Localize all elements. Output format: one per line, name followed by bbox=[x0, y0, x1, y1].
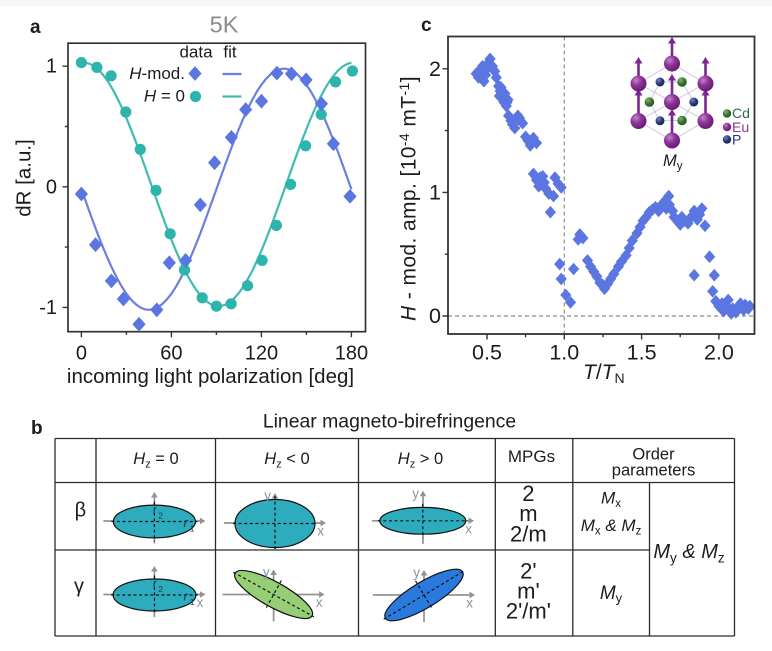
svg-text:y: y bbox=[413, 565, 420, 580]
svg-text:1: 1 bbox=[46, 56, 57, 78]
svg-text:Hz = 0: Hz = 0 bbox=[133, 450, 178, 471]
svg-text:120: 120 bbox=[245, 343, 278, 365]
svg-text:0.5: 0.5 bbox=[472, 341, 502, 365]
svg-text:2: 2 bbox=[158, 584, 163, 594]
svg-text:180: 180 bbox=[335, 343, 368, 365]
svg-text:c: c bbox=[421, 15, 432, 36]
svg-text:My & Mz: My & Mz bbox=[653, 541, 725, 566]
svg-text:x: x bbox=[466, 596, 473, 611]
svg-text:2: 2 bbox=[522, 481, 534, 506]
svg-text:0: 0 bbox=[429, 304, 441, 328]
svg-text:Eu: Eu bbox=[732, 119, 749, 135]
svg-text:2: 2 bbox=[158, 511, 163, 521]
svg-text:Linear magneto-birefringence: Linear magneto-birefringence bbox=[263, 411, 516, 433]
svg-text:dR [a.u.]: dR [a.u.] bbox=[13, 139, 36, 217]
svg-text:2: 2 bbox=[429, 57, 441, 81]
svg-text:incoming light polarization [d: incoming light polarization [deg] bbox=[67, 365, 354, 388]
svg-text:0: 0 bbox=[76, 343, 87, 365]
svg-text:γ: γ bbox=[74, 576, 84, 598]
svg-text:2/m: 2/m bbox=[510, 521, 547, 546]
svg-text:y: y bbox=[412, 486, 419, 501]
svg-text:1.0: 1.0 bbox=[549, 341, 579, 365]
svg-text:y: y bbox=[264, 488, 271, 503]
svg-text:data: data bbox=[179, 43, 213, 62]
svg-text:5K: 5K bbox=[210, 12, 239, 38]
svg-text:fit: fit bbox=[223, 43, 237, 62]
svg-text:My: My bbox=[600, 583, 623, 606]
svg-text:1: 1 bbox=[429, 180, 441, 204]
svg-text:P: P bbox=[732, 132, 741, 148]
svg-text:y: y bbox=[263, 565, 270, 580]
svg-text:Mx & Mz: Mx & Mz bbox=[581, 516, 642, 538]
svg-text:r: r bbox=[153, 578, 158, 590]
svg-text:r: r bbox=[184, 589, 189, 604]
svg-text:m: m bbox=[519, 501, 537, 526]
svg-text:H - mod. amp. [10-4 mT-1]: H - mod. amp. [10-4 mT-1] bbox=[396, 76, 421, 321]
svg-text:0: 0 bbox=[46, 176, 57, 198]
svg-text:2': 2' bbox=[520, 559, 536, 584]
svg-text:2'/m': 2'/m' bbox=[506, 599, 551, 624]
svg-text:60: 60 bbox=[160, 343, 182, 365]
svg-text:Mx: Mx bbox=[601, 489, 621, 511]
svg-text:parameters: parameters bbox=[612, 462, 695, 480]
svg-text:H = 0: H = 0 bbox=[144, 87, 185, 106]
svg-text:b: b bbox=[31, 418, 43, 439]
svg-text:a: a bbox=[30, 17, 41, 38]
svg-text:x: x bbox=[465, 521, 472, 536]
svg-text:MPGs: MPGs bbox=[508, 447, 555, 466]
svg-text:x: x bbox=[317, 524, 324, 539]
svg-text:-1: -1 bbox=[39, 297, 57, 319]
svg-text:Cd: Cd bbox=[732, 105, 750, 121]
svg-text:m': m' bbox=[517, 579, 540, 604]
svg-text:1: 1 bbox=[190, 597, 195, 607]
svg-text:2.0: 2.0 bbox=[704, 341, 734, 365]
svg-text:H-mod.: H-mod. bbox=[129, 64, 185, 83]
svg-text:Hz > 0: Hz > 0 bbox=[398, 450, 443, 471]
svg-text:x: x bbox=[197, 595, 204, 610]
svg-text:r: r bbox=[184, 515, 189, 530]
svg-text:β: β bbox=[75, 500, 87, 522]
svg-text:My: My bbox=[663, 152, 683, 173]
svg-text:Hz < 0: Hz < 0 bbox=[264, 450, 309, 471]
svg-text:1: 1 bbox=[190, 524, 195, 534]
svg-text:Order: Order bbox=[632, 446, 675, 464]
svg-text:r: r bbox=[153, 505, 158, 517]
svg-text:1.5: 1.5 bbox=[627, 341, 657, 365]
svg-text:x: x bbox=[316, 595, 323, 610]
